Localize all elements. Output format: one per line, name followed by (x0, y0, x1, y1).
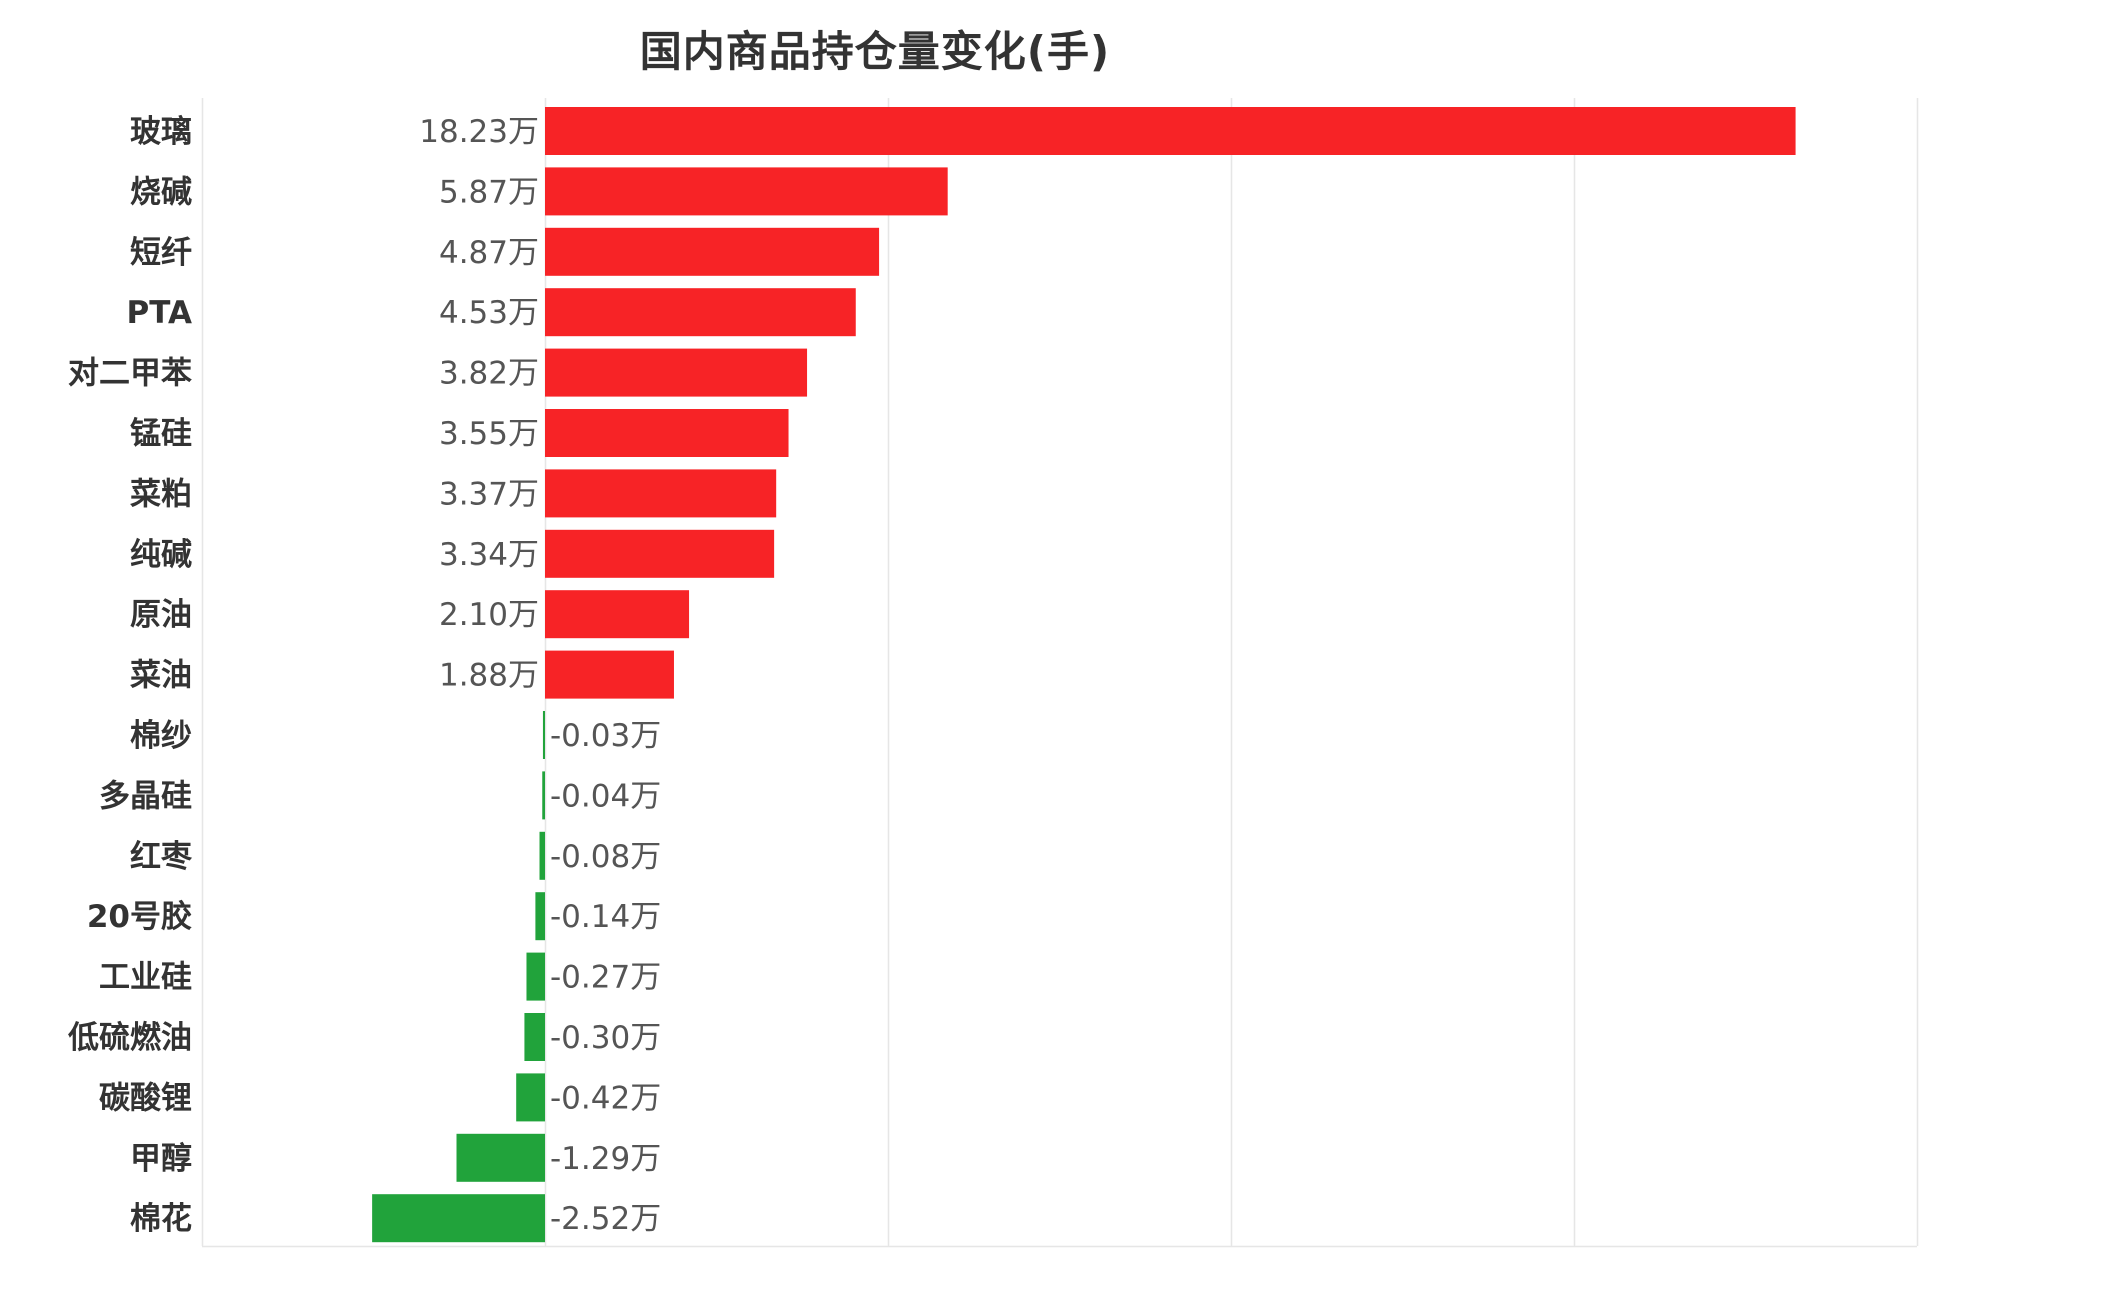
value-label: 3.34万 (439, 537, 539, 573)
bar (372, 1194, 545, 1243)
value-label: -0.42万 (550, 1080, 661, 1116)
value-label: 5.87万 (439, 174, 539, 210)
value-label: 2.10万 (439, 597, 539, 633)
category-label: 锰硅 (130, 416, 192, 452)
bar (539, 831, 545, 880)
bar (545, 167, 948, 216)
value-label: 3.37万 (439, 476, 539, 512)
category-label: 玻璃 (130, 114, 192, 150)
bar (545, 227, 880, 276)
bar (542, 711, 545, 759)
bar (545, 590, 690, 639)
chart-title: 国内商品持仓量变化(手) (639, 27, 1111, 76)
value-label: 3.55万 (439, 416, 539, 452)
value-label: 18.23万 (419, 114, 539, 150)
bar (545, 529, 775, 578)
value-label: -0.30万 (550, 1020, 661, 1056)
category-label: 纯碱 (130, 537, 192, 573)
value-label: -0.08万 (550, 839, 661, 875)
category-label: 烧碱 (130, 174, 192, 210)
category-label: 棉花 (130, 1201, 192, 1237)
category-label: 碳酸锂 (99, 1080, 192, 1116)
bar (526, 952, 545, 1001)
category-label: 菜油 (130, 658, 192, 694)
category-label: 红枣 (130, 839, 193, 875)
category-label: 棉纱 (130, 718, 192, 754)
category-label: 甲醇 (130, 1141, 192, 1177)
bar (542, 771, 545, 820)
value-label: 4.87万 (439, 235, 539, 271)
value-label: -1.29万 (550, 1141, 661, 1177)
bar (545, 469, 777, 518)
value-label: -0.14万 (550, 899, 661, 935)
category-label: 对二甲苯 (68, 356, 192, 392)
bar (516, 1073, 545, 1122)
category-label: PTA (127, 295, 192, 331)
value-label: -2.52万 (550, 1201, 661, 1237)
bar (545, 650, 674, 699)
value-label: 4.53万 (439, 295, 539, 331)
value-label: -0.03万 (550, 718, 661, 754)
bar (545, 409, 789, 457)
category-label: 菜粕 (130, 476, 192, 512)
category-label: 20号胶 (87, 899, 192, 935)
bar (535, 892, 545, 941)
bar (456, 1133, 545, 1182)
bar (545, 288, 856, 337)
value-label: -0.27万 (550, 960, 661, 996)
category-label: 低硫燃油 (67, 1020, 192, 1056)
bar-layer (372, 107, 1796, 1243)
value-label: -0.04万 (550, 778, 661, 814)
category-label: 多晶硅 (99, 778, 192, 814)
category-label: 短纤 (130, 235, 192, 271)
category-label: 原油 (130, 597, 192, 633)
value-label: 3.82万 (439, 356, 539, 392)
value-label: 1.88万 (439, 658, 539, 694)
category-label: 工业硅 (99, 960, 192, 996)
bar (545, 348, 808, 397)
bar (524, 1013, 545, 1061)
bar (545, 107, 1796, 155)
